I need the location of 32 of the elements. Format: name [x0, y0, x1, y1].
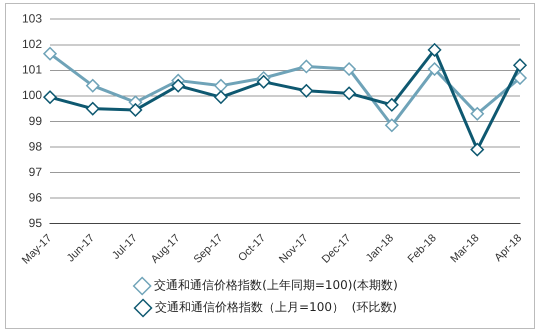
point [171, 78, 185, 92]
y-tick-label: 100 [22, 88, 42, 102]
point [300, 60, 314, 74]
point [428, 62, 442, 76]
point [300, 84, 314, 98]
y-tick-label: 99 [28, 114, 42, 128]
point [43, 46, 57, 60]
y-tick-label: 96 [28, 190, 42, 204]
point [86, 102, 100, 116]
y-tick-label: 98 [28, 139, 42, 154]
y-tick-label: 97 [28, 164, 42, 179]
point [513, 58, 527, 72]
point [86, 78, 100, 92]
point [470, 107, 484, 121]
y-tick-label: 101 [22, 62, 42, 77]
point [214, 90, 228, 104]
point [385, 98, 399, 112]
point [43, 90, 57, 104]
y-tick-label: 95 [28, 216, 42, 230]
point [470, 142, 484, 156]
legend-label: 交通和通信价格指数(上年同期=100)(本期数) [154, 278, 398, 292]
legend-label: 交通和通信价格指数（上月=100） (环比数) [155, 300, 397, 314]
y-tick-label: 102 [22, 37, 42, 52]
point [256, 75, 270, 89]
point [128, 103, 142, 117]
point [214, 78, 228, 92]
point [342, 86, 356, 100]
y-tick-label: 103 [22, 12, 42, 26]
point [513, 71, 527, 85]
point [385, 118, 399, 132]
point [342, 62, 356, 76]
point [428, 43, 442, 57]
